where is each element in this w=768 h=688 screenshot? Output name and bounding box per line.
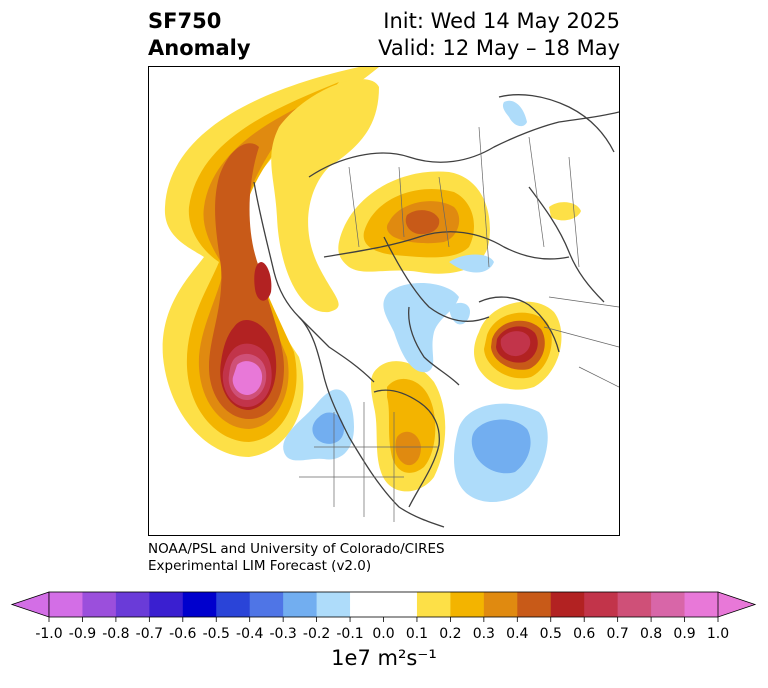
anomaly-positive-alaska xyxy=(271,79,379,313)
map-panel xyxy=(148,66,620,536)
title-left: SF750 Anomaly xyxy=(148,8,251,62)
colorbar-cell xyxy=(550,592,585,617)
colorbar-tick-label: -0.5 xyxy=(203,626,230,642)
colorbar-cell xyxy=(216,592,251,617)
init-date: Init: Wed 14 May 2025 xyxy=(383,9,620,33)
colorbar-extend-high xyxy=(717,591,757,618)
anomaly-negative-regions xyxy=(283,100,548,502)
colorbar-cell xyxy=(149,592,184,617)
title-right: Init: Wed 14 May 2025 Valid: 12 May – 18… xyxy=(378,8,620,62)
colorbar-cell xyxy=(584,592,619,617)
colorbar-cell xyxy=(283,592,318,617)
colorbar-cell xyxy=(617,592,652,617)
credit-line-1: NOAA/PSL and University of Colorado/CIRE… xyxy=(148,541,445,557)
colorbar-tick-label: 0.9 xyxy=(673,626,695,642)
colorbar-tick-label: -0.2 xyxy=(303,626,330,642)
colorbar-cell xyxy=(684,592,719,617)
anomaly-positive-small-east xyxy=(549,202,581,221)
colorbar-tick-label: 0.4 xyxy=(506,626,528,642)
colorbar-tick-label: 0.1 xyxy=(406,626,428,642)
colorbar-tick-label: -0.8 xyxy=(102,626,129,642)
colorbar-extend-low xyxy=(10,591,50,618)
credit-text: NOAA/PSL and University of Colorado/CIRE… xyxy=(148,541,445,575)
colorbar-cell xyxy=(517,592,552,617)
colorbar-tick-label: -0.1 xyxy=(336,626,363,642)
colorbar-tick-label: -0.7 xyxy=(136,626,163,642)
colorbar-cell xyxy=(383,592,418,617)
anomaly-positive-pacific xyxy=(162,67,379,457)
colorbar-cell xyxy=(350,592,384,617)
valid-range: Valid: 12 May – 18 May xyxy=(378,36,620,60)
variable-title: SF750 xyxy=(148,9,222,33)
colorbar-tick-label: 0.3 xyxy=(473,626,495,642)
credit-line-2: Experimental LIM Forecast (v2.0) xyxy=(148,558,372,574)
colorbar-tick-label: -0.3 xyxy=(269,626,296,642)
colorbar-cell xyxy=(316,592,351,617)
coastlines xyxy=(253,94,619,528)
colorbar-tick-label: 1.0 xyxy=(707,626,729,642)
colorbar-tick-label: 0.0 xyxy=(372,626,394,642)
colorbar-cell xyxy=(483,592,518,617)
colorbar-cell xyxy=(82,592,117,617)
colorbar-tick-label: -0.4 xyxy=(236,626,263,642)
colorbar-tick-label: -0.9 xyxy=(69,626,96,642)
colorbar-cell xyxy=(450,592,485,617)
colorbar-cell xyxy=(249,592,284,617)
country-borders xyxy=(299,126,619,522)
colorbar-cell xyxy=(49,592,83,617)
anomaly-positive-north-america xyxy=(370,361,446,492)
colorbar-cell xyxy=(182,592,217,617)
colorbar-tick-label: 0.2 xyxy=(439,626,461,642)
colorbar-units-label: 1e7 m²s⁻¹ xyxy=(331,646,437,670)
anomaly-positive-atlantic xyxy=(474,301,562,390)
colorbar-tick-label: 0.6 xyxy=(573,626,595,642)
colorbar-tick-label: 0.7 xyxy=(607,626,629,642)
anomaly-map xyxy=(162,67,619,528)
colorbar-cell xyxy=(416,592,451,617)
colorbar-cell xyxy=(651,592,686,617)
colorbar-tick-label: 0.8 xyxy=(640,626,662,642)
anomaly-title: Anomaly xyxy=(148,36,251,60)
colorbar-cell xyxy=(115,592,150,617)
colorbar-tick-label: -1.0 xyxy=(35,626,62,642)
colorbar-tick-label: -0.6 xyxy=(169,626,196,642)
colorbar-tick-label: 0.5 xyxy=(540,626,562,642)
colorbar: -1.0 -0.9 -0.8 -0.7 -0.6 -0.5 -0.4 -0.3 -0.2 -0.1… xyxy=(10,591,757,642)
